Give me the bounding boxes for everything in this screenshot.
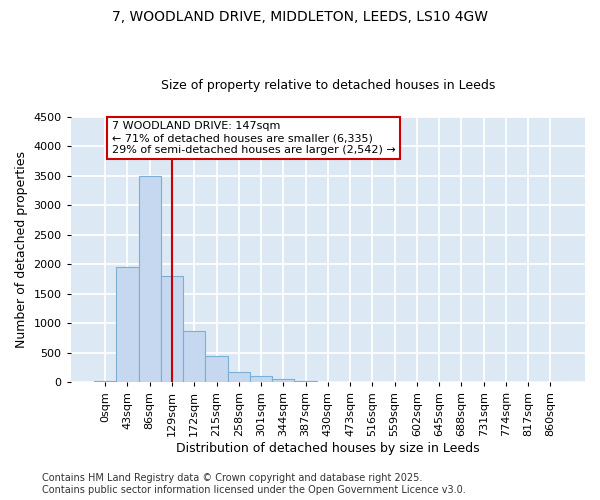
Bar — [139, 176, 161, 382]
X-axis label: Distribution of detached houses by size in Leeds: Distribution of detached houses by size … — [176, 442, 479, 455]
Title: Size of property relative to detached houses in Leeds: Size of property relative to detached ho… — [161, 79, 495, 92]
Bar — [205, 356, 227, 382]
Text: Contains HM Land Registry data © Crown copyright and database right 2025.
Contai: Contains HM Land Registry data © Crown c… — [42, 474, 466, 495]
Bar — [295, 381, 317, 382]
Bar — [183, 330, 205, 382]
Bar — [250, 376, 272, 382]
Bar — [94, 380, 116, 382]
Bar — [116, 267, 139, 382]
Bar — [227, 372, 250, 382]
Y-axis label: Number of detached properties: Number of detached properties — [15, 151, 28, 348]
Text: 7 WOODLAND DRIVE: 147sqm
← 71% of detached houses are smaller (6,335)
29% of sem: 7 WOODLAND DRIVE: 147sqm ← 71% of detach… — [112, 122, 395, 154]
Bar — [272, 379, 295, 382]
Text: 7, WOODLAND DRIVE, MIDDLETON, LEEDS, LS10 4GW: 7, WOODLAND DRIVE, MIDDLETON, LEEDS, LS1… — [112, 10, 488, 24]
Bar — [161, 276, 183, 382]
